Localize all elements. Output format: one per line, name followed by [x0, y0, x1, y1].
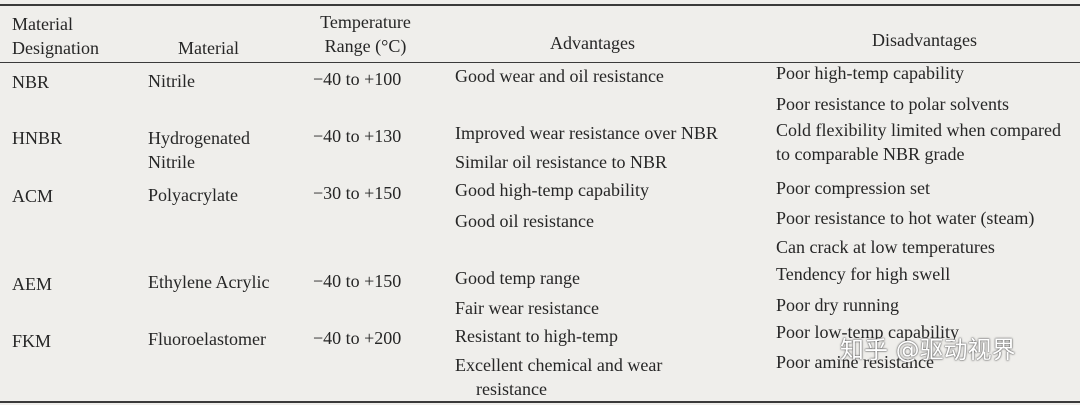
cell: Poor dry running: [776, 295, 899, 315]
header-cell: Advantages: [550, 33, 635, 53]
bottom-rule: [0, 401, 1080, 403]
cell: Hydrogenated Nitrile: [148, 128, 250, 172]
cell: Good oil resistance: [455, 211, 594, 231]
cell: Poor compression set: [776, 178, 930, 198]
cell: HNBR: [12, 128, 63, 148]
cell: Good temp range: [455, 268, 580, 288]
cell: Good high-temp capability: [455, 180, 649, 200]
cell: ACM: [12, 186, 54, 206]
cell: Nitrile: [148, 71, 195, 91]
cell: Fair wear resistance: [455, 298, 599, 318]
header-rule: [0, 62, 1080, 63]
cell: AEM: [12, 274, 52, 294]
cell: FKM: [12, 331, 52, 351]
header-cell: Material Designation: [12, 14, 99, 58]
cell: Tendency for high swell: [776, 264, 951, 284]
header-cell: Material: [178, 38, 239, 58]
top-rule: [0, 4, 1080, 6]
cell: Poor resistance to polar solvents: [776, 94, 1009, 114]
cell: Excellent chemical and wear resistance: [455, 355, 663, 399]
header-cell: Disadvantages: [872, 30, 977, 50]
cell: Poor high-temp capability: [776, 63, 964, 83]
header-cell: Temperature Range (°C): [320, 12, 411, 56]
cell: −40 to +100: [313, 69, 402, 89]
cell: Ethylene Acrylic: [148, 272, 270, 292]
cell: Can crack at low temperatures: [776, 237, 995, 257]
cell: −30 to +150: [313, 183, 402, 203]
cell: Poor low-temp capability: [776, 322, 959, 342]
cell: Poor resistance to hot water (steam): [776, 208, 1035, 228]
cell: Good wear and oil resistance: [455, 66, 664, 86]
cell: Fluoroelastomer: [148, 329, 266, 349]
cell: Similar oil resistance to NBR: [455, 152, 667, 172]
cell: Poor amine resistance: [776, 352, 934, 372]
cell: Cold flexibility limited when compared t…: [776, 120, 1061, 164]
cell: Resistant to high-temp: [455, 326, 618, 346]
cell: NBR: [12, 72, 50, 92]
watermark: 知乎 @驱动视界: [840, 336, 1016, 364]
cell: −40 to +200: [313, 328, 402, 348]
cell: Improved wear resistance over NBR: [455, 123, 718, 143]
cell: −40 to +150: [313, 271, 402, 291]
cell: −40 to +130: [313, 126, 402, 146]
cell: Polyacrylate: [148, 185, 238, 205]
